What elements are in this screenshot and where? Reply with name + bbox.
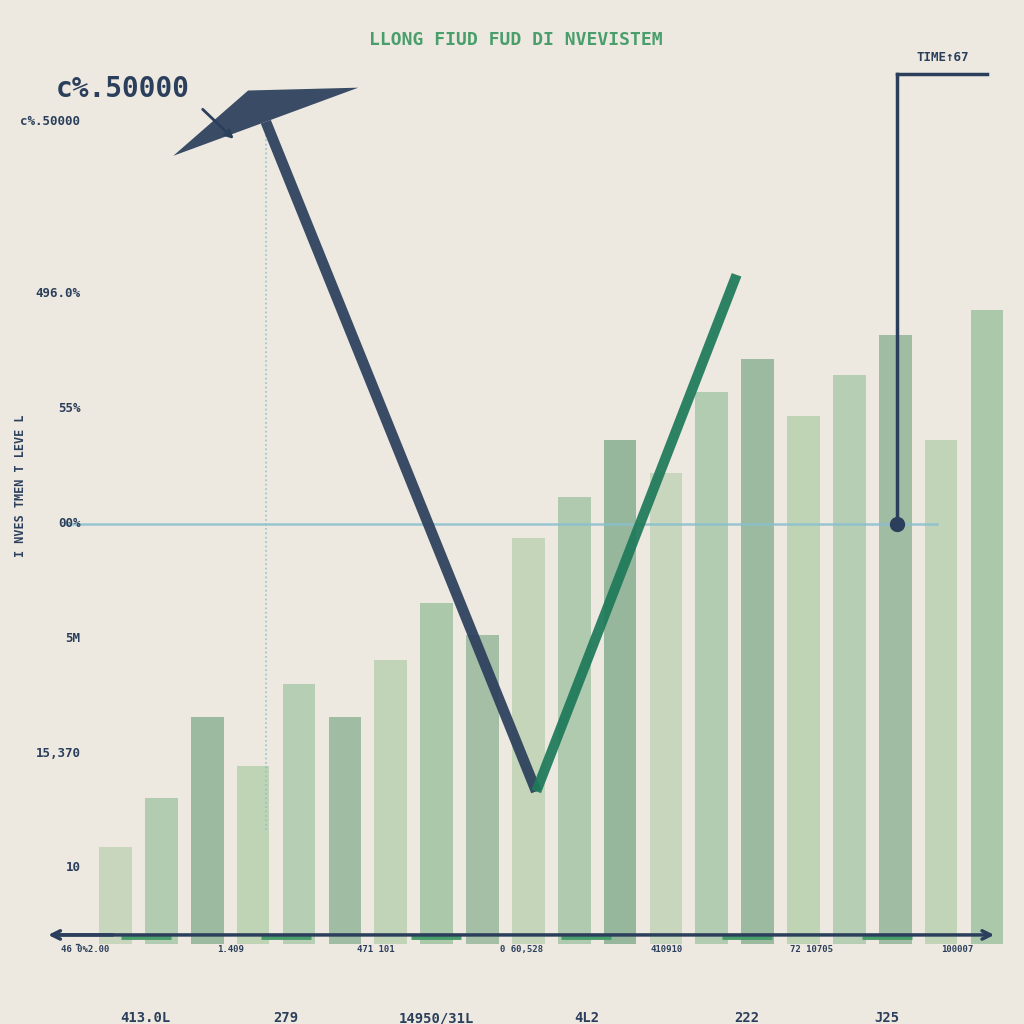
Text: 100007: 100007 [941, 945, 973, 953]
Bar [145, 798, 178, 944]
Text: 72 10705: 72 10705 [791, 945, 834, 953]
Text: -: - [73, 938, 81, 951]
Bar [971, 310, 1004, 944]
Text: 5M: 5M [66, 632, 81, 645]
Bar [190, 717, 223, 944]
Text: 496.0%: 496.0% [36, 288, 81, 300]
Text: 471 101: 471 101 [357, 945, 395, 953]
Text: 0 60,528: 0 60,528 [500, 945, 543, 953]
Bar [695, 391, 728, 944]
Bar [604, 440, 636, 944]
Bar [787, 416, 820, 944]
Polygon shape [173, 88, 358, 156]
Text: 46 0%2.00: 46 0%2.00 [61, 945, 110, 953]
Text: c%.50000: c%.50000 [20, 116, 81, 128]
Bar [879, 335, 911, 944]
Bar [466, 636, 499, 944]
Bar [834, 375, 865, 944]
Text: LLONG FIUD FUD DI NVEVISTEM: LLONG FIUD FUD DI NVEVISTEM [370, 31, 663, 49]
Bar [375, 659, 408, 944]
Text: 10: 10 [66, 861, 81, 874]
Polygon shape [261, 120, 542, 794]
Bar [741, 359, 774, 944]
Text: 222: 222 [734, 1012, 759, 1024]
Text: TIME↑67: TIME↑67 [916, 51, 970, 65]
Text: c%.50000: c%.50000 [55, 75, 189, 102]
Bar [237, 766, 269, 944]
Bar [558, 498, 591, 944]
Bar [283, 684, 315, 944]
Bar [649, 473, 682, 944]
Text: 413.0L: 413.0L [121, 1012, 171, 1024]
Text: J25: J25 [874, 1012, 899, 1024]
Text: 279: 279 [273, 1012, 298, 1024]
Bar [925, 440, 957, 944]
Text: 1.409: 1.409 [217, 945, 244, 953]
Bar [329, 717, 361, 944]
Polygon shape [531, 273, 741, 794]
Text: 00%: 00% [58, 517, 81, 530]
Bar [420, 603, 453, 944]
Bar [99, 847, 132, 944]
Text: 14950/31L: 14950/31L [398, 1012, 474, 1024]
Bar [512, 538, 545, 944]
Text: 55%: 55% [58, 402, 81, 416]
Text: 410910: 410910 [650, 945, 683, 953]
Text: I NVES TMEN T LEVE L: I NVES TMEN T LEVE L [14, 414, 27, 556]
Text: 15,370: 15,370 [36, 746, 81, 760]
Text: 4L2: 4L2 [573, 1012, 599, 1024]
